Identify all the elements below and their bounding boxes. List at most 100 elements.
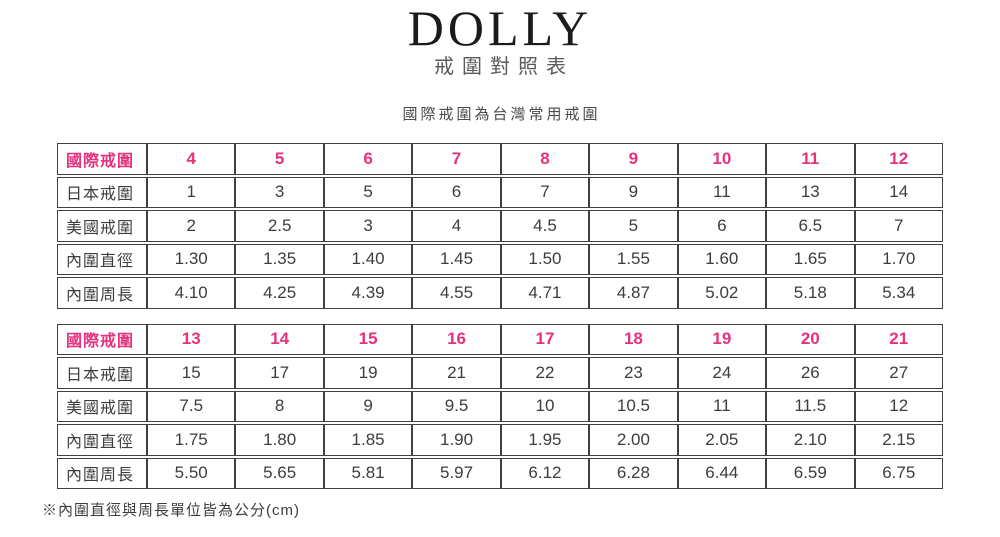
value-cell: 3 — [235, 176, 324, 208]
value-cell: 1.35 — [235, 243, 324, 275]
value-cell: 11 — [766, 143, 855, 175]
value-cell: 4 — [147, 143, 236, 175]
value-cell: 4.55 — [412, 277, 501, 309]
value-cell: 14 — [235, 323, 324, 355]
value-cell: 26 — [766, 357, 855, 389]
value-cell: 11 — [677, 176, 767, 208]
value-cell: 27 — [854, 357, 943, 389]
brand-logo: DOLLY — [407, 0, 593, 56]
value-cell: 10 — [500, 390, 590, 422]
value-cell: 15 — [323, 323, 413, 355]
value-cell: 5.50 — [147, 457, 236, 489]
value-cell: 4 — [412, 210, 501, 242]
value-cell: 6 — [677, 210, 767, 242]
value-cell: 1 — [147, 176, 236, 208]
value-cell: 5 — [235, 143, 324, 175]
value-cell: 5.97 — [412, 457, 501, 489]
table-row: 國際戒圍 13 14 15 16 17 18 19 20 21 — [57, 323, 943, 355]
value-cell: 11 — [677, 390, 767, 422]
value-cell: 12 — [854, 390, 943, 422]
value-cell: 6.59 — [766, 457, 855, 489]
value-cell: 4.5 — [500, 210, 590, 242]
row-label-cell: 內圍周長 — [57, 277, 147, 309]
row-label-cell: 國際戒圍 — [57, 143, 147, 175]
value-cell: 1.65 — [766, 243, 855, 275]
value-cell: 5.18 — [766, 277, 855, 309]
value-cell: 1.40 — [323, 243, 413, 275]
value-cell: 24 — [677, 357, 767, 389]
value-cell: 5.81 — [323, 457, 413, 489]
value-cell: 7 — [500, 176, 590, 208]
ring-size-table-1: 國際戒圍 4 5 6 7 8 9 10 11 12 日本戒圍 1 3 5 6 7 9 11 13 14 美國戒圍 2 2.5… — [57, 141, 943, 311]
value-cell: 13 — [766, 176, 855, 208]
value-cell: 6.44 — [677, 457, 767, 489]
value-cell: 2.05 — [677, 424, 767, 456]
value-cell: 6.5 — [766, 210, 855, 242]
row-label-cell: 內圍周長 — [57, 457, 147, 489]
value-cell: 19 — [323, 357, 413, 389]
value-cell: 20 — [766, 323, 855, 355]
value-cell: 1.95 — [500, 424, 590, 456]
value-cell: 8 — [500, 143, 590, 175]
table-row: 內圍周長 4.10 4.25 4.39 4.55 4.71 4.87 5.02 5.18 5.34 — [57, 277, 943, 309]
row-label-cell: 內圍直徑 — [57, 243, 147, 275]
page-title: 戒圍對照表 — [434, 56, 574, 78]
value-cell: 6 — [323, 143, 413, 175]
value-cell: 4.71 — [500, 277, 590, 309]
table-row: 內圍直徑 1.30 1.35 1.40 1.45 1.50 1.55 1.60 1.65 1.70 — [57, 243, 943, 275]
value-cell: 1.75 — [147, 424, 236, 456]
chart-note: 國際戒圍為台灣常用戒圍 — [402, 106, 601, 123]
value-cell: 1.60 — [677, 243, 767, 275]
value-cell: 4.10 — [147, 277, 236, 309]
value-cell: 22 — [500, 357, 590, 389]
value-cell: 1.55 — [589, 243, 678, 275]
value-cell: 1.70 — [854, 243, 943, 275]
value-cell: 1.30 — [147, 243, 236, 275]
value-cell: 8 — [235, 390, 324, 422]
value-cell: 4.25 — [235, 277, 324, 309]
table-row: 內圍直徑 1.75 1.80 1.85 1.90 1.95 2.00 2.05 2.10 2.15 — [57, 424, 943, 456]
value-cell: 9 — [323, 390, 413, 422]
value-cell: 17 — [500, 323, 590, 355]
value-cell: 12 — [854, 143, 943, 175]
value-cell: 4.39 — [323, 277, 413, 309]
value-cell: 2.10 — [766, 424, 855, 456]
value-cell: 1.50 — [500, 243, 590, 275]
unit-footnote: ※內圍直徑與周長單位皆為公分(cm) — [42, 502, 300, 519]
value-cell: 5.02 — [677, 277, 767, 309]
value-cell: 11.5 — [766, 390, 855, 422]
value-cell: 2 — [147, 210, 236, 242]
value-cell: 14 — [854, 176, 943, 208]
value-cell: 1.90 — [412, 424, 501, 456]
value-cell: 1.80 — [235, 424, 324, 456]
row-label-cell: 日本戒圍 — [57, 176, 147, 208]
row-label-cell: 日本戒圍 — [57, 357, 147, 389]
value-cell: 6.12 — [500, 457, 590, 489]
value-cell: 7.5 — [147, 390, 236, 422]
value-cell: 4.87 — [589, 277, 678, 309]
value-cell: 13 — [147, 323, 236, 355]
table-row: 內圍周長 5.50 5.65 5.81 5.97 6.12 6.28 6.44 6.59 6.75 — [57, 457, 943, 489]
value-cell: 18 — [589, 323, 678, 355]
table-row: 美國戒圍 2 2.5 3 4 4.5 5 6 6.5 7 — [57, 210, 943, 242]
row-label-cell: 美國戒圍 — [57, 210, 147, 242]
value-cell: 6.75 — [854, 457, 943, 489]
value-cell: 5 — [589, 210, 678, 242]
table-row: 國際戒圍 4 5 6 7 8 9 10 11 12 — [57, 143, 943, 175]
table-row: 日本戒圍 15 17 19 21 22 23 24 26 27 — [57, 357, 943, 389]
value-cell: 5.34 — [854, 277, 943, 309]
value-cell: 10 — [677, 143, 767, 175]
value-cell: 9 — [589, 176, 678, 208]
value-cell: 21 — [854, 323, 943, 355]
value-cell: 2.00 — [589, 424, 678, 456]
value-cell: 10.5 — [589, 390, 678, 422]
value-cell: 16 — [412, 323, 501, 355]
value-cell: 23 — [589, 357, 678, 389]
value-cell: 5.65 — [235, 457, 324, 489]
value-cell: 1.85 — [323, 424, 413, 456]
value-cell: 9.5 — [412, 390, 501, 422]
value-cell: 17 — [235, 357, 324, 389]
value-cell: 5 — [323, 176, 413, 208]
value-cell: 1.45 — [412, 243, 501, 275]
table-row: 日本戒圍 1 3 5 6 7 9 11 13 14 — [57, 176, 943, 208]
